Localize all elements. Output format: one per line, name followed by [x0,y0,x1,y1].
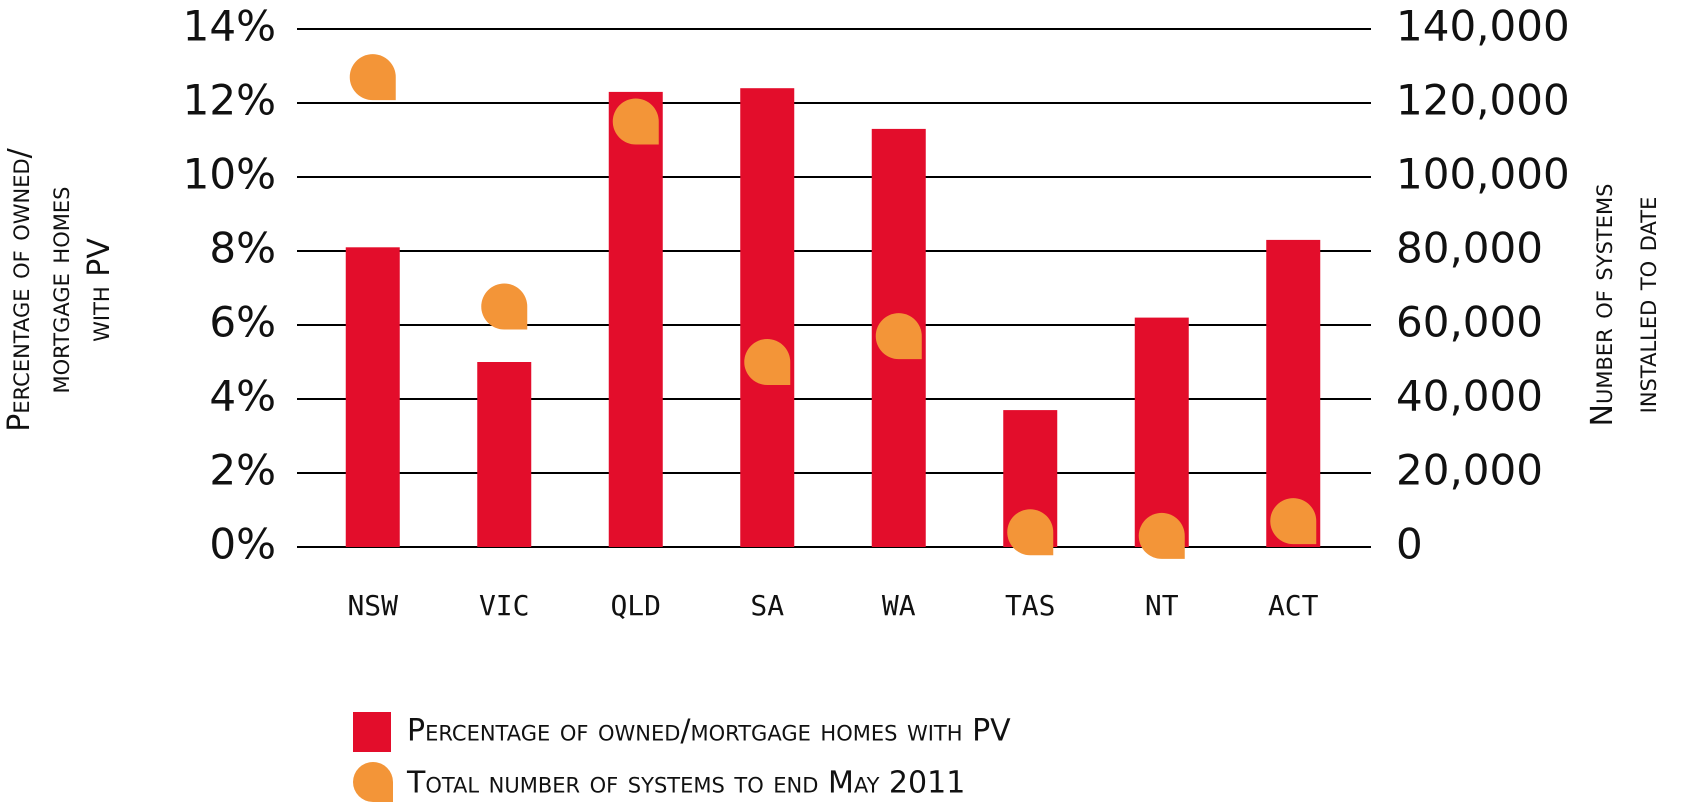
legend-label: Total number of systems to end May 2011 [406,766,965,801]
y-tick-label: 2% [209,446,276,495]
y2-axis-title: Number of systems installed to date [1585,184,1664,427]
bar [477,362,532,547]
y-tick-label: 6% [209,298,276,347]
x-tick-label: QLD [610,589,661,622]
x-tick-label: TAS [1005,589,1056,622]
y-axis-title: Percentage of owned/mortgage homes with P… [2,147,117,431]
y2-tick-label: 140,000 [1396,2,1570,51]
bar [740,88,795,547]
y2-axis-title-line: installed to date [1629,197,1664,414]
bar [345,247,400,548]
y-tick-label: 8% [209,224,276,273]
y-tick-label: 4% [209,372,276,421]
y-tick-label: 12% [183,76,276,125]
x-tick-label: SA [750,589,784,622]
x-tick-label: VIC [479,589,530,622]
marker [1270,498,1317,545]
legend-label: Percentage of owned/mortgage homes with … [407,714,1011,749]
y-tick-label: 14% [183,2,276,51]
y-axis-title-line: Percentage of owned/ [2,147,37,431]
bar [1266,239,1321,547]
y2-tick-label: 0 [1396,520,1423,569]
x-tick-label: ACT [1268,589,1319,622]
x-tick-label: NT [1145,589,1179,622]
bar [1134,317,1189,547]
marker [1138,512,1185,559]
x-tick-label: WA [882,589,916,622]
y2-tick-label: 20,000 [1396,446,1543,495]
y-axis-title-line: with PV [82,238,117,342]
marker [744,339,791,385]
y2-axis-title-line: Number of systems [1585,184,1620,427]
y2-tick-label: 80,000 [1396,224,1543,273]
marker [612,98,659,145]
y-tick-label: 0% [209,520,276,569]
x-tick-label: NSW [347,589,398,622]
bar [608,91,663,548]
marker [349,54,396,101]
y2-tick-label: 40,000 [1396,372,1543,421]
y2-tick-label: 100,000 [1396,150,1570,199]
y2-tick-label: 60,000 [1396,298,1543,347]
legend-swatch [353,712,391,752]
marker [875,313,922,360]
legend-swatch [353,762,393,802]
y2-tick-label: 120,000 [1396,76,1570,125]
y-axis-title-line: mortgage homes [42,187,77,394]
marker [1007,509,1054,556]
marker [481,283,528,330]
y-tick-label: 10% [183,150,276,199]
